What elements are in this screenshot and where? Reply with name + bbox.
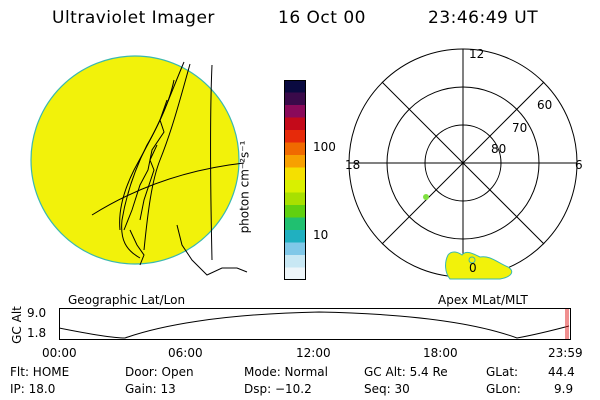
mlt-label-12: 12 [469, 47, 485, 61]
status-door: Door: Open [125, 365, 194, 379]
status-ip: IP: 18.0 [10, 382, 56, 396]
image-date: 16 Oct 00 [278, 8, 366, 28]
status-glat-label: GLat: [486, 365, 519, 379]
status-seq: Seq: 30 [364, 382, 410, 396]
aurora-oval [423, 194, 513, 280]
instrument-title: Ultraviolet Imager [52, 8, 215, 28]
mlat-label-70: 70 [512, 121, 528, 135]
mlt-label-0: 0 [469, 261, 477, 275]
timeline-x-1200: 12:00 [296, 346, 331, 360]
mlt-label-6: 6 [575, 158, 583, 172]
colorbar-stripe [284, 155, 306, 168]
left-panel-caption: Geographic Lat/Lon [68, 293, 186, 307]
image-time: 23:46:49 UT [428, 8, 539, 28]
colorbar-stripe [284, 105, 306, 118]
status-glon-label: GLon: [486, 382, 521, 396]
timeline-x-0000: 00:00 [42, 346, 77, 360]
colorbar-stripe [284, 180, 306, 193]
colorbar-unit-label: photon cm⁻²s⁻¹ [237, 140, 252, 234]
colorbar-tick-10: 10 [313, 228, 329, 242]
colorbar-stripe [284, 242, 306, 256]
status-glat-value: 44.4 [548, 365, 575, 379]
mlat-label-80: 80 [491, 142, 507, 156]
status-gc-alt: GC Alt: 5.4 Re [364, 365, 448, 379]
colorbar-stripe [284, 230, 306, 243]
timeline-tick-1-8: 1.8 [27, 326, 47, 340]
timeline-x-1800: 18:00 [423, 346, 458, 360]
colorbar-stripe [284, 92, 306, 106]
colorbar [284, 80, 306, 280]
altitude-timeline [59, 308, 571, 340]
colorbar-stripe [284, 167, 306, 181]
colorbar-stripe [284, 142, 306, 156]
right-panel-caption: Apex MLat/MLT [438, 293, 528, 307]
timeline-x-2359: 23:59 [548, 346, 583, 360]
colorbar-stripe [284, 205, 306, 218]
status-gain: Gain: 13 [125, 382, 176, 396]
colorbar-stripe [284, 80, 306, 93]
timeline-axis-label: GC Alt [9, 306, 24, 344]
status-mode: Mode: Normal [244, 365, 328, 379]
status-glon-value: 9.9 [554, 382, 574, 396]
colorbar-stripe [284, 117, 306, 131]
colorbar-stripe [284, 130, 306, 143]
mlt-label-18: 18 [345, 158, 361, 172]
geographic-image [30, 55, 248, 276]
mlat-label-60: 60 [537, 98, 553, 112]
earth-disk [30, 55, 240, 265]
status-flight: Flt: HOME [10, 365, 70, 379]
colorbar-stripe [284, 192, 306, 206]
polar-plot [348, 48, 578, 280]
coastline-overlay [91, 61, 248, 276]
colorbar-stripe [284, 255, 306, 268]
timeline-x-0600: 06:00 [168, 346, 203, 360]
colorbar-stripe [284, 217, 306, 231]
colorbar-tick-100: 100 [313, 140, 336, 154]
timeline-tick-9: 9.0 [27, 306, 47, 320]
status-dsp: Dsp: −10.2 [244, 382, 312, 396]
colorbar-stripe [284, 267, 306, 280]
